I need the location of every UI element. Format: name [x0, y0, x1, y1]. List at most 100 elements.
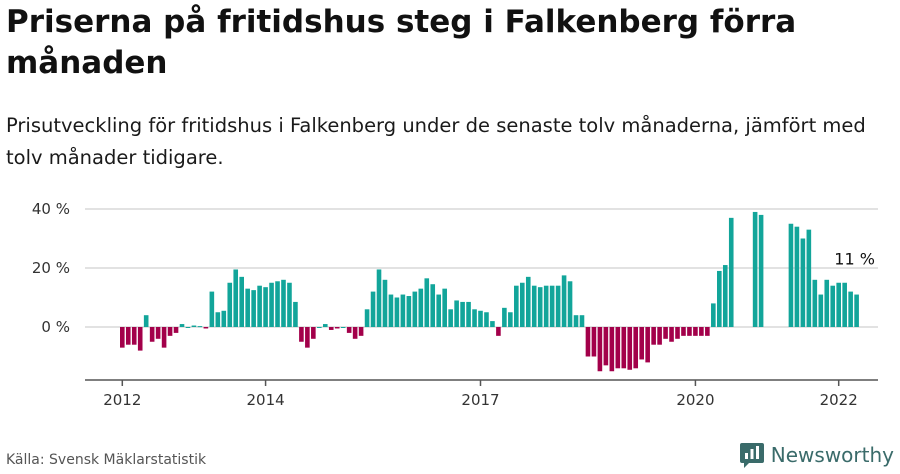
bar	[519, 282, 525, 327]
bar	[758, 214, 764, 327]
bar	[711, 303, 716, 327]
bar	[239, 276, 244, 327]
bar	[615, 327, 621, 369]
bar	[382, 279, 388, 327]
bar	[191, 325, 197, 327]
bar	[597, 327, 603, 372]
bar	[167, 327, 173, 336]
bar	[233, 269, 239, 327]
bar	[293, 301, 298, 327]
bar	[555, 285, 561, 327]
bar	[627, 327, 633, 370]
bar	[496, 327, 501, 336]
bar	[651, 327, 656, 345]
bar	[227, 282, 233, 327]
bar	[143, 315, 149, 327]
y-tick-label: 40 %	[32, 200, 70, 218]
bar	[824, 279, 830, 327]
bar	[275, 281, 280, 327]
bar	[830, 285, 836, 327]
bar	[430, 284, 436, 327]
bar	[215, 312, 221, 327]
bar	[585, 327, 591, 357]
bar	[794, 226, 800, 327]
bar	[705, 327, 710, 336]
bar	[478, 310, 483, 327]
bar	[173, 327, 179, 333]
bar	[508, 312, 513, 327]
bar	[412, 291, 418, 327]
bar	[400, 294, 406, 327]
bar	[549, 285, 555, 327]
bar	[155, 327, 161, 339]
bar	[657, 327, 662, 345]
bar	[376, 269, 382, 327]
bar	[752, 211, 758, 327]
bar-chart: 0 % 20 % 40 % 2012 2014 2017 2020 2022 11 %	[32, 200, 878, 409]
bar	[561, 275, 567, 328]
bar	[699, 327, 704, 336]
bar	[197, 326, 203, 328]
bar	[263, 287, 268, 327]
last-value-label: 11 %	[834, 250, 875, 269]
x-tick-label: 2012	[103, 391, 141, 409]
bar	[149, 327, 155, 342]
bar	[251, 290, 256, 328]
x-tick-label: 2014	[246, 391, 284, 409]
bar	[818, 294, 824, 327]
bar	[675, 327, 680, 339]
bar	[209, 291, 215, 327]
bar	[609, 327, 615, 372]
bar	[836, 282, 841, 327]
y-tick-label: 0 %	[41, 318, 70, 336]
bar	[221, 310, 227, 327]
bar	[687, 327, 692, 336]
bar	[502, 307, 507, 327]
bar	[848, 291, 853, 327]
bar	[245, 288, 250, 327]
bar	[352, 327, 358, 339]
bar	[125, 327, 131, 345]
bar	[669, 327, 674, 342]
bar	[854, 294, 859, 327]
bar	[418, 288, 424, 327]
bar	[633, 327, 639, 369]
bar	[394, 297, 400, 327]
bar	[436, 294, 442, 327]
bar	[573, 315, 579, 327]
bar	[358, 327, 364, 336]
bar	[567, 281, 573, 327]
bar	[406, 296, 412, 327]
bar	[203, 327, 209, 329]
bar	[340, 327, 346, 328]
bar	[728, 217, 734, 327]
bar	[287, 282, 292, 327]
bar	[645, 327, 650, 363]
x-tick-label: 2020	[676, 391, 714, 409]
bar	[442, 288, 447, 327]
bar	[322, 324, 328, 327]
bar	[842, 282, 847, 327]
bar	[257, 285, 262, 327]
bar	[460, 301, 465, 327]
bar	[305, 327, 310, 348]
bar	[537, 287, 543, 327]
bar	[639, 327, 644, 360]
newsworthy-logo[interactable]: Newsworthy	[739, 440, 894, 470]
bar	[800, 238, 806, 327]
bar	[448, 309, 453, 327]
source-note: Källa: Svensk Mäklarstatistik	[6, 452, 207, 468]
newsworthy-icon	[739, 443, 764, 468]
bar	[328, 327, 334, 330]
bar	[663, 327, 668, 339]
bar	[334, 327, 340, 329]
bar	[161, 327, 167, 348]
x-tick-label: 2017	[461, 391, 499, 409]
bar	[591, 327, 597, 357]
bar	[454, 300, 459, 327]
bar	[693, 327, 698, 336]
bar	[185, 327, 191, 328]
bar	[137, 327, 143, 351]
bar	[525, 276, 531, 327]
bar	[424, 278, 430, 327]
